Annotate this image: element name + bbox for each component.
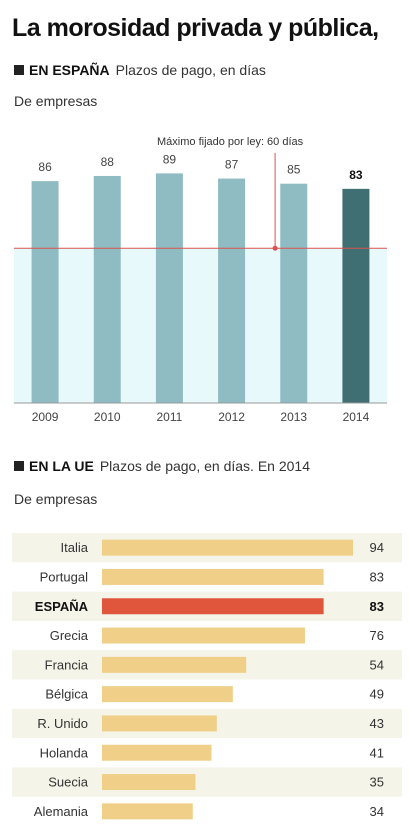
eu-subtitle: De empresas (14, 491, 98, 507)
spain-subtitle: De empresas (14, 93, 98, 109)
value-label-2010: 88 (101, 155, 115, 169)
value-label: 49 (370, 687, 384, 702)
bar-2012 (218, 178, 246, 403)
page-title: La morosidad privada y pública, (12, 14, 379, 42)
category-label: Grecia (50, 628, 89, 643)
value-label: 43 (370, 716, 384, 731)
hbar (102, 744, 212, 761)
hbar (102, 568, 324, 585)
hbar (102, 803, 193, 820)
legal-limit-zone (14, 248, 387, 403)
eu-section-tag: EN LA UE (29, 458, 94, 474)
bar-2011 (155, 173, 183, 403)
value-label-2014: 83 (349, 168, 363, 182)
spain-section-header: EN ESPAÑA Plazos de pago, en días (14, 62, 266, 78)
category-label: Portugal (40, 569, 89, 584)
value-label-2009: 86 (38, 160, 52, 174)
spain-bar-chart: 86 2009 88 2010 89 2011 87 2012 85 2013 83 2014 Máxi… (14, 136, 387, 424)
category-label: Francia (45, 657, 89, 672)
value-label: 35 (370, 775, 384, 790)
category-label: Alemania (34, 804, 89, 819)
row-stripe (12, 767, 402, 797)
value-label-2012: 87 (225, 158, 239, 172)
tick-label-2014: 2014 (343, 410, 370, 424)
spain-section-tag: EN ESPAÑA (29, 62, 110, 78)
tick-label-2009: 2009 (32, 410, 59, 424)
eu-bar-chart: Italia 94 Portugal 83 ESPAÑA 83 Grecia 76 Franci… (12, 533, 402, 820)
value-label: 41 (370, 745, 384, 760)
section-square-icon (14, 65, 24, 75)
hbar (102, 627, 305, 644)
hbar (102, 715, 217, 732)
tick-label-2013: 2013 (280, 410, 307, 424)
hbar (102, 656, 247, 673)
eu-section-label: Plazos de pago, en días. En 2014 (99, 458, 310, 474)
tick-label-2010: 2010 (94, 410, 121, 424)
value-label: 94 (370, 540, 384, 555)
category-label: Suecia (48, 775, 89, 790)
tick-label-2011: 2011 (157, 410, 183, 424)
eu-section-header: EN LA UE Plazos de pago, en días. En 2014 (14, 458, 310, 474)
value-label: 34 (370, 804, 384, 819)
legal-limit-annotation: Máximo fijado por ley: 60 días (157, 136, 304, 148)
value-label: 83 (370, 599, 384, 614)
bar-2013 (280, 183, 308, 403)
hbar (102, 598, 324, 615)
spain-section-label: Plazos de pago, en días (115, 62, 266, 78)
value-label: 76 (370, 628, 384, 643)
value-label-2011: 89 (163, 152, 177, 166)
category-label: R. Unido (37, 716, 88, 731)
category-label: ESPAÑA (35, 599, 89, 614)
hbar (102, 774, 196, 791)
value-label-2013: 85 (287, 163, 301, 177)
hbar (102, 539, 353, 556)
annotation-dot (272, 245, 278, 251)
tick-label-2012: 2012 (218, 410, 245, 424)
value-label: 54 (370, 657, 384, 672)
bar-2014 (342, 188, 370, 403)
bar-2009 (31, 181, 59, 403)
category-label: Holanda (40, 745, 89, 760)
value-label: 83 (370, 569, 384, 584)
bar-2010 (93, 175, 121, 403)
category-label: Italia (61, 540, 89, 555)
category-label: Bélgica (45, 687, 88, 702)
hbar (102, 686, 233, 703)
section-square-icon (14, 461, 24, 471)
